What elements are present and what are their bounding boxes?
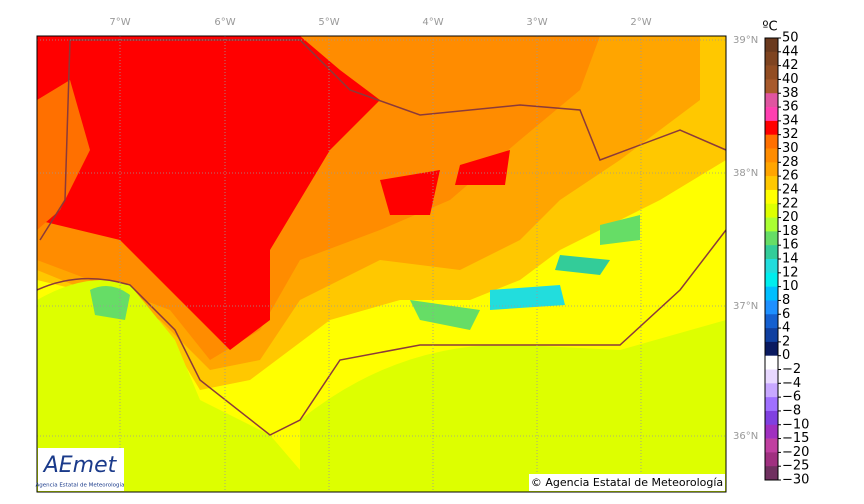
colorbar-swatch bbox=[765, 369, 778, 384]
colorbar-swatch bbox=[765, 51, 778, 66]
colorbar-swatch bbox=[765, 107, 778, 122]
logo: AEmet Agencia Estatal de Meteorología bbox=[36, 448, 125, 491]
colorbar-label: −25 bbox=[782, 459, 809, 474]
colorbar-label: 34 bbox=[782, 113, 799, 128]
logo-subtitle: Agencia Estatal de Meteorología bbox=[36, 482, 125, 489]
colorbar-label: 36 bbox=[782, 100, 799, 115]
graticule bbox=[37, 36, 726, 492]
longitude-label: 5°W bbox=[318, 17, 339, 28]
colorbar-swatch bbox=[765, 231, 778, 246]
colorbar-label: 16 bbox=[782, 238, 799, 253]
colorbar-label: 32 bbox=[782, 127, 799, 142]
colorbar-swatch bbox=[765, 424, 778, 439]
colorbar-swatch bbox=[765, 120, 778, 135]
colorbar-swatch bbox=[765, 203, 778, 218]
colorbar-swatch bbox=[765, 328, 778, 343]
colorbar-swatch bbox=[765, 466, 778, 481]
colorbar-swatch bbox=[765, 217, 778, 232]
colorbar-label: 8 bbox=[782, 293, 790, 308]
copyright: © Agencia Estatal de Meteorología bbox=[531, 476, 723, 489]
colorbar-label: −10 bbox=[782, 417, 809, 432]
colorbar-label: 10 bbox=[782, 279, 799, 294]
latitude-label: 38°N bbox=[733, 168, 758, 179]
colorbar-label: −2 bbox=[782, 362, 801, 377]
colorbar-label: 42 bbox=[782, 58, 799, 73]
colorbar-label: 22 bbox=[782, 196, 799, 211]
colorbar-swatch bbox=[765, 355, 778, 370]
colorbar-swatch bbox=[765, 162, 778, 177]
colorbar-label: 30 bbox=[782, 141, 799, 156]
colorbar-label: −15 bbox=[782, 431, 809, 446]
longitude-label: 3°W bbox=[526, 17, 547, 28]
colorbar-label: 18 bbox=[782, 224, 799, 239]
colorbar-swatch bbox=[765, 134, 778, 149]
colorbar-swatch bbox=[765, 341, 778, 356]
colorbar-label: 40 bbox=[782, 72, 799, 87]
colorbar-label: −4 bbox=[782, 376, 801, 391]
colorbar-swatch bbox=[765, 259, 778, 274]
colorbar-swatch bbox=[765, 397, 778, 412]
temperature-field bbox=[37, 36, 726, 492]
colorbar-swatch bbox=[765, 410, 778, 426]
latitude-label: 37°N bbox=[733, 301, 758, 312]
colorbar-swatch bbox=[765, 79, 778, 94]
latitude-label: 36°N bbox=[733, 431, 758, 442]
colorbar-swatch bbox=[765, 245, 778, 260]
logo-name: AEmet bbox=[42, 453, 118, 478]
longitude-label: 4°W bbox=[422, 17, 443, 28]
colorbar-swatch bbox=[765, 148, 778, 163]
colorbar-label: 14 bbox=[782, 252, 799, 267]
colorbar-swatch bbox=[765, 452, 778, 467]
colorbar-label: 28 bbox=[782, 155, 799, 170]
logo-box bbox=[38, 448, 124, 491]
colorbar-label: 2 bbox=[782, 334, 790, 349]
colorbar-unit: ºC bbox=[762, 20, 777, 35]
longitude-label: 2°W bbox=[630, 17, 651, 28]
latitude-label: 39°N bbox=[733, 35, 758, 46]
colorbar-swatch bbox=[765, 272, 778, 287]
colorbar-label: 4 bbox=[782, 321, 790, 336]
colorbar-label: −8 bbox=[782, 403, 801, 418]
colorbar-swatch bbox=[765, 65, 778, 80]
colorbar-label: 6 bbox=[782, 307, 790, 322]
colorbar-swatch bbox=[765, 93, 778, 108]
colorbar-swatch bbox=[765, 383, 778, 398]
colorbar-swatch bbox=[765, 438, 778, 453]
colorbar-label: 38 bbox=[782, 86, 799, 101]
colorbar-label: 50 bbox=[782, 31, 799, 46]
colorbar-swatch bbox=[765, 38, 778, 53]
copyright-box bbox=[529, 474, 725, 491]
colorbar-swatch bbox=[765, 189, 778, 205]
colorbar-label: 12 bbox=[782, 265, 799, 280]
colorbar-label: 0 bbox=[782, 348, 790, 363]
colorbar-swatch bbox=[765, 300, 778, 315]
colorbar-label: −6 bbox=[782, 390, 801, 405]
colorbar-label: 24 bbox=[782, 182, 799, 197]
colorbar-swatch bbox=[765, 176, 778, 191]
colorbar-label: 26 bbox=[782, 169, 799, 184]
map-frame bbox=[36, 35, 727, 493]
colorbar-label: −30 bbox=[782, 473, 809, 488]
colorbar-swatch bbox=[765, 314, 778, 329]
colorbar-label: −20 bbox=[782, 445, 809, 460]
colorbar-label: 20 bbox=[782, 210, 799, 225]
longitude-label: 6°W bbox=[214, 17, 235, 28]
colorbar-swatch bbox=[765, 286, 778, 301]
longitude-label: 7°W bbox=[109, 17, 130, 28]
colorbar-label: 44 bbox=[782, 44, 799, 59]
